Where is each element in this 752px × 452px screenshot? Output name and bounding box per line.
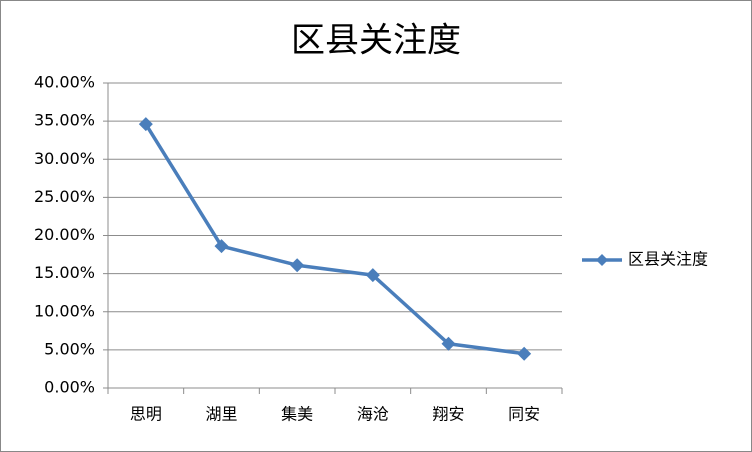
x-tick-label: 湖里 — [205, 405, 237, 424]
legend-label: 区县关注度 — [628, 250, 708, 269]
y-tick-label: 35.00% — [34, 111, 95, 130]
point-marker — [214, 239, 229, 254]
y-tick-label: 0.00% — [44, 378, 95, 397]
x-tick-label: 海沧 — [357, 405, 389, 424]
point-marker — [138, 117, 153, 132]
series-line — [144, 123, 525, 356]
y-tick-label: 5.00% — [44, 339, 95, 358]
legend-marker — [596, 254, 608, 266]
point-marker — [441, 336, 456, 351]
point-marker — [365, 268, 380, 283]
y-tick-label: 15.00% — [34, 263, 95, 282]
chart-title: 区县关注度 — [291, 21, 461, 61]
y-tick-label: 20.00% — [34, 225, 95, 244]
point-marker — [290, 258, 305, 273]
x-tick-label: 集美 — [281, 405, 313, 424]
y-tick-label: 10.00% — [34, 301, 95, 320]
y-tick-label: 30.00% — [34, 149, 95, 168]
x-tick-label: 同安 — [508, 405, 540, 424]
point-marker — [517, 346, 532, 361]
x-tick-label: 翔安 — [432, 405, 464, 424]
x-tick-label: 思明 — [130, 405, 162, 424]
y-tick-label: 25.00% — [34, 187, 95, 206]
y-tick-label: 40.00% — [34, 73, 95, 92]
